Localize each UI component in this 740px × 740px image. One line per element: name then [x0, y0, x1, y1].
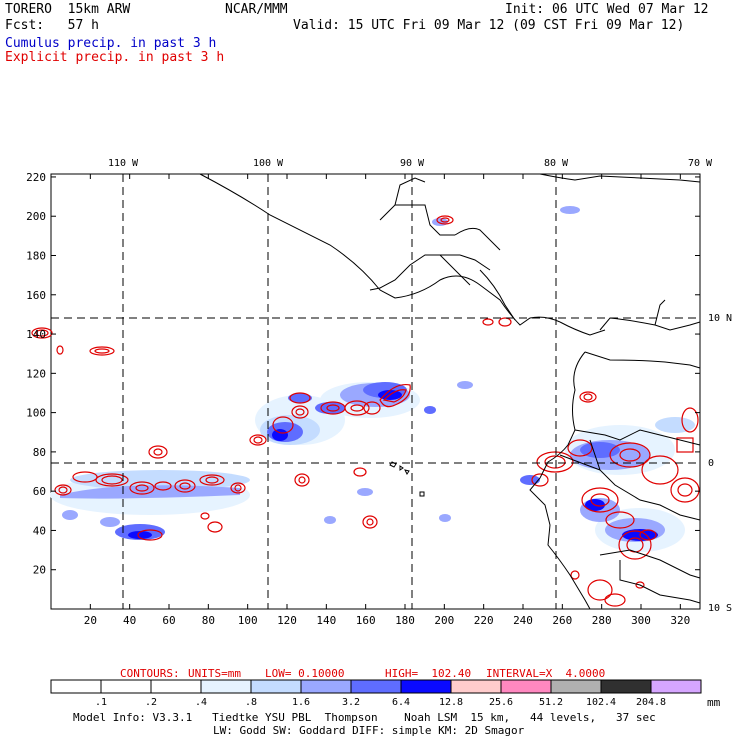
colorbar-swatch [350, 679, 402, 694]
coastlines [199, 173, 701, 610]
valid-time: Valid: 15 UTC Fri 09 Mar 12 (09 CST Fri … [293, 18, 685, 33]
model-info-line2: LW: Godd SW: Goddard DIFF: simple KM: 2D… [213, 724, 525, 737]
y-tick-label: 60 [33, 485, 46, 498]
y-axis-labels: 220 200 180 160 140 120 100 80 60 40 20 [26, 171, 46, 577]
x-tick-label: 120 [277, 614, 297, 627]
colorbar-swatch [100, 679, 152, 694]
x-axis-labels: 20 40 60 80 100 120 140 160 180 200 220 240 260 280 30… [84, 614, 691, 627]
init-time: Init: 06 UTC Wed 07 Mar 12 [505, 2, 709, 17]
longitude-label: 110 W [108, 158, 139, 169]
x-tick-label: 160 [356, 614, 376, 627]
x-tick-label: 20 [84, 614, 97, 627]
colorbar-label: .1 [95, 697, 107, 708]
x-tick-label: 300 [631, 614, 651, 627]
x-tick-label: 240 [513, 614, 533, 627]
colorbar-label: 12.8 [439, 697, 463, 708]
colorbar-label: .2 [145, 697, 157, 708]
latitude-label: 0 [708, 458, 714, 469]
colorbar-swatch [400, 679, 452, 694]
x-tick-label: 260 [552, 614, 572, 627]
y-tick-label: 40 [33, 524, 46, 537]
contours-high: HIGH= 102.40 [385, 667, 472, 680]
colorbar-label: 3.2 [342, 697, 360, 708]
colorbar-swatch [250, 679, 302, 694]
explicit-field-label: Explicit precip. in past 3 h [5, 50, 225, 65]
x-tick-label: 40 [123, 614, 136, 627]
colorbar-label: 51.2 [539, 697, 563, 708]
longitude-label: 80 W [544, 158, 569, 169]
longitude-label: 90 W [400, 158, 425, 169]
x-tick-label: 320 [670, 614, 690, 627]
x-tick-label: 80 [202, 614, 215, 627]
colorbar-unit: mm [707, 696, 721, 709]
forecast-hour: Fcst: 57 h [5, 18, 99, 33]
colorbar-label: 1.6 [292, 697, 310, 708]
colorbar-label: .4 [195, 697, 207, 708]
x-tick-label: 220 [474, 614, 494, 627]
y-tick-label: 140 [26, 328, 46, 341]
x-tick-label: 200 [434, 614, 454, 627]
colorbar-label: 25.6 [489, 697, 513, 708]
explicit-precip-contours [31, 215, 700, 607]
colorbar-swatch [500, 679, 552, 694]
x-tick-label: 140 [316, 614, 336, 627]
axis-ticks [51, 174, 700, 609]
colorbar-label: 204.8 [636, 697, 666, 708]
x-tick-label: 100 [238, 614, 258, 627]
contours-units: UNITS=mm [188, 667, 241, 680]
colorbar: .1 .2 .4 .8 1.6 3.2 6.4 12.8 25.6 51.2 102.4 204.8 [50, 679, 702, 708]
contours-low: LOW= 0.10000 [265, 667, 345, 680]
longitude-label: 70 W [688, 158, 713, 169]
x-tick-label: 60 [162, 614, 175, 627]
contours-interval: INTERVAL=X 4.0000 [486, 667, 606, 680]
x-tick-label: 280 [592, 614, 612, 627]
colorbar-swatch [200, 679, 252, 694]
y-tick-label: 20 [33, 564, 46, 577]
colorbar-swatch [550, 679, 602, 694]
longitude-label: 100 W [253, 158, 284, 169]
colorbar-label: .8 [245, 697, 257, 708]
model-info-line1: Model Info: V3.3.1 Tiedtke YSU PBL Thomp… [73, 711, 656, 724]
contours-label: CONTOURS: [120, 667, 180, 680]
colorbar-swatch [150, 679, 202, 694]
model-title: TORERO 15km ARW [5, 2, 131, 17]
latitude-labels: 10 N 0 10 S [708, 313, 732, 614]
latlon-grid [51, 174, 700, 609]
latitude-label: 10 N [708, 313, 732, 324]
y-tick-label: 100 [26, 407, 46, 420]
colorbar-swatch [300, 679, 352, 694]
y-tick-label: 220 [26, 171, 46, 184]
y-tick-label: 80 [33, 446, 46, 459]
x-tick-label: 180 [395, 614, 415, 627]
organization-label: NCAR/MMM [225, 2, 288, 17]
cumulus-field-label: Cumulus precip. in past 3 h [5, 36, 217, 51]
colorbar-label: 102.4 [586, 697, 616, 708]
longitude-labels: 110 W 100 W 90 W 80 W 70 W [108, 158, 713, 169]
colorbar-swatch [600, 679, 652, 694]
latitude-label: 10 S [708, 603, 732, 614]
y-tick-label: 200 [26, 210, 46, 223]
colorbar-swatch [450, 679, 502, 694]
colorbar-label: 6.4 [392, 697, 410, 708]
colorbar-swatch [50, 679, 102, 694]
y-tick-label: 180 [26, 250, 46, 263]
colorbar-swatch [650, 679, 702, 694]
y-tick-label: 120 [26, 367, 46, 380]
y-tick-label: 160 [26, 289, 46, 302]
